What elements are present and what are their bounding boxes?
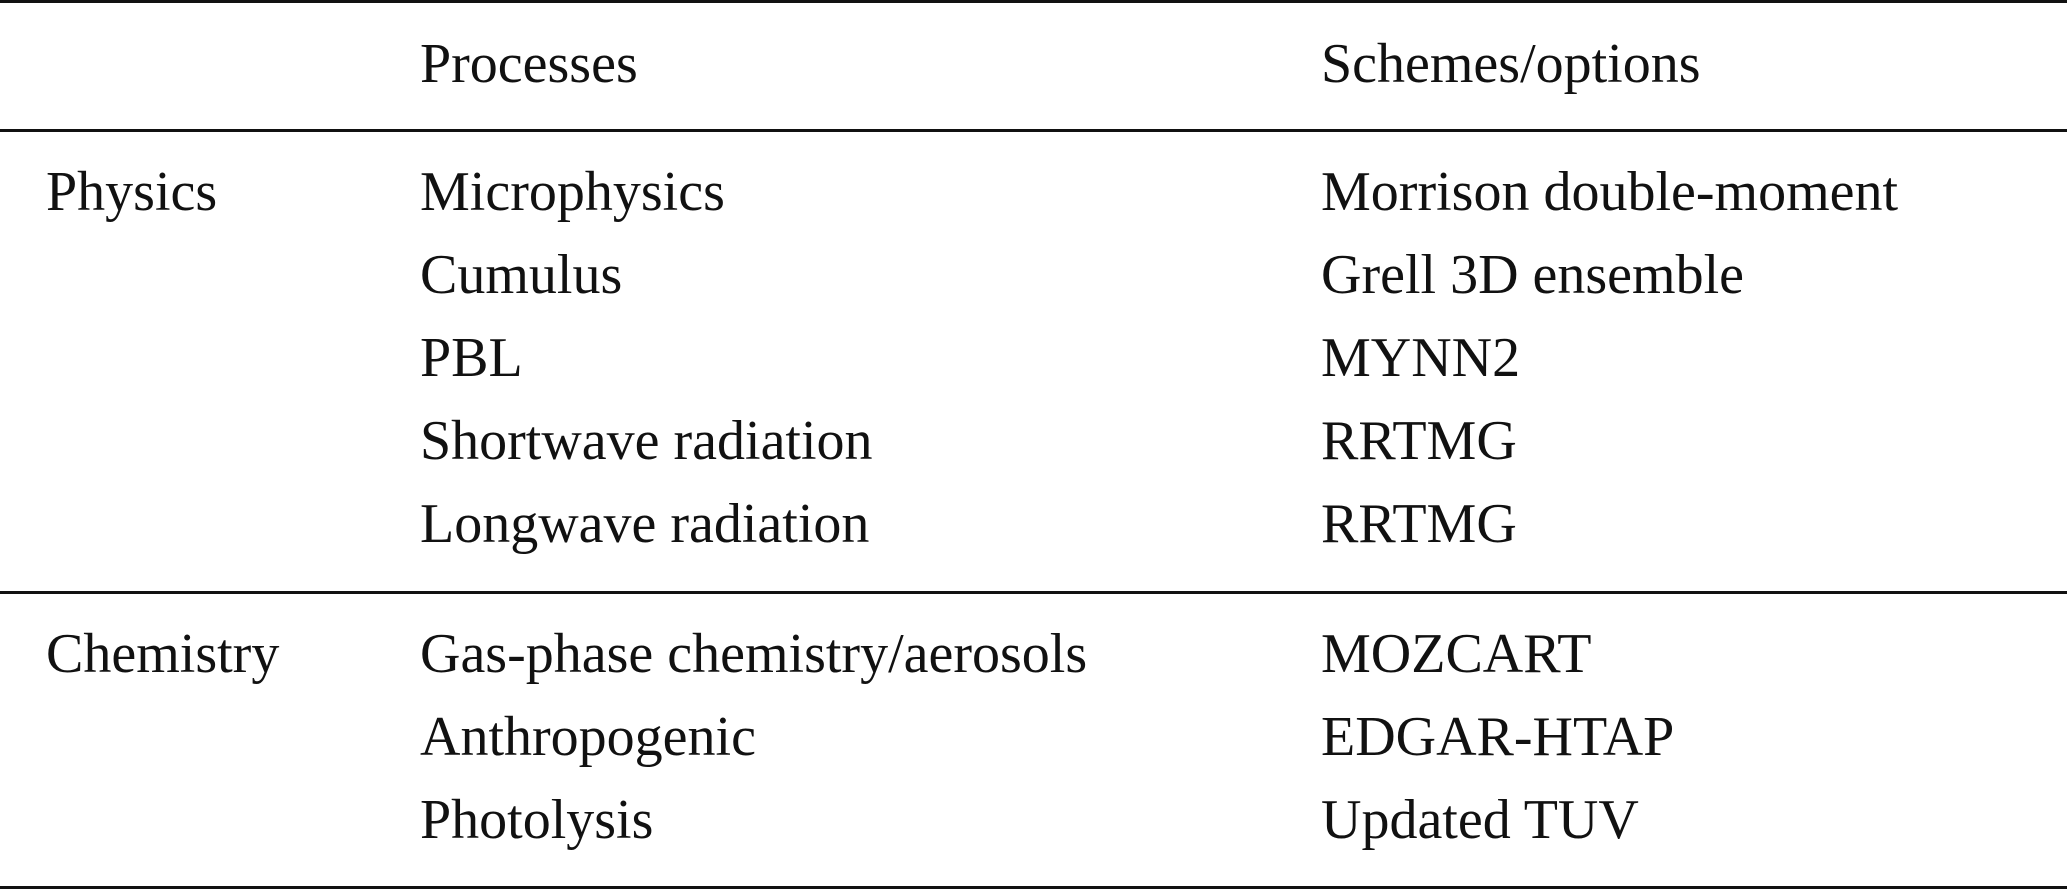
scheme-cell: Grell 3D ensemble bbox=[1321, 244, 1744, 306]
category-chemistry: Chemistry bbox=[46, 623, 280, 685]
process-cell: Gas-phase chemistry/aerosols bbox=[420, 623, 1088, 685]
scheme-cell: MOZCART bbox=[1321, 623, 1592, 685]
group-separator-rule bbox=[0, 591, 2067, 594]
scheme-cell: EDGAR-HTAP bbox=[1321, 706, 1675, 768]
header-schemes: Schemes/options bbox=[1321, 33, 1701, 95]
process-cell: Longwave radiation bbox=[420, 493, 870, 555]
scheme-cell: MYNN2 bbox=[1321, 327, 1521, 389]
process-cell: Cumulus bbox=[420, 244, 623, 306]
process-cell: PBL bbox=[420, 327, 523, 389]
bottom-rule bbox=[0, 886, 2067, 889]
top-rule bbox=[0, 0, 2067, 3]
process-cell: Anthropogenic bbox=[420, 706, 756, 768]
scheme-cell: RRTMG bbox=[1321, 410, 1517, 472]
process-cell: Microphysics bbox=[420, 161, 725, 223]
scheme-cell: Morrison double-moment bbox=[1321, 161, 1899, 223]
scheme-cell: Updated TUV bbox=[1321, 789, 1639, 851]
process-cell: Photolysis bbox=[420, 789, 654, 851]
category-physics: Physics bbox=[46, 161, 218, 223]
header-rule bbox=[0, 129, 2067, 132]
scheme-cell: RRTMG bbox=[1321, 493, 1517, 555]
process-cell: Shortwave radiation bbox=[420, 410, 873, 472]
header-processes: Processes bbox=[420, 33, 638, 95]
